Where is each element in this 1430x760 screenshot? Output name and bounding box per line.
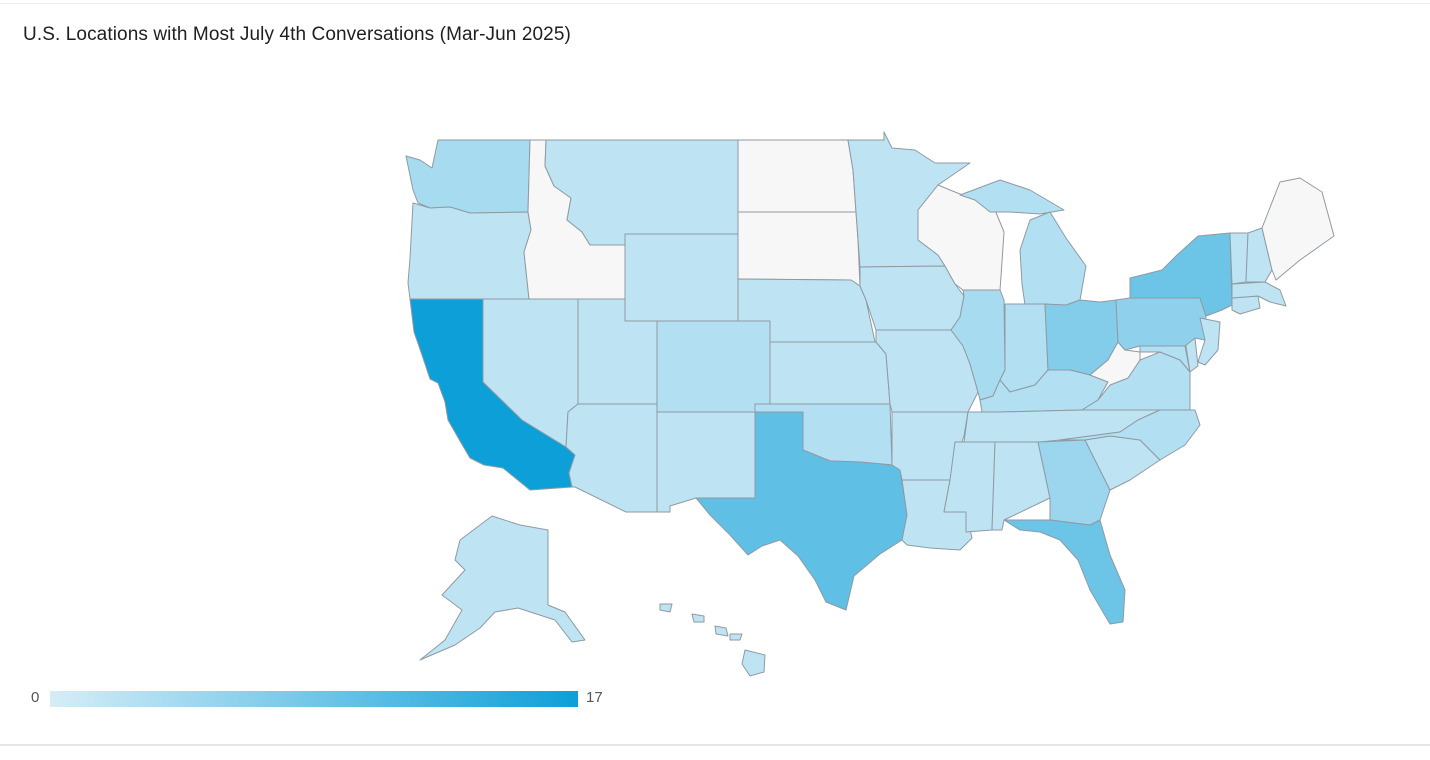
state-wv[interactable]	[1089, 341, 1141, 401]
state-co[interactable]	[656, 320, 771, 413]
state-nj[interactable]	[1197, 317, 1221, 366]
state-ks[interactable]	[769, 341, 891, 405]
state-fl[interactable]	[1003, 519, 1126, 625]
state-ia[interactable]	[859, 265, 965, 331]
state-nh[interactable]	[1245, 227, 1273, 283]
chart-title: U.S. Locations with Most July 4th Conver…	[23, 24, 571, 45]
state-nd[interactable]	[737, 139, 857, 213]
state-tx[interactable]	[695, 411, 908, 611]
legend-color-bar	[50, 691, 578, 707]
state-il[interactable]	[950, 289, 1006, 401]
legend-min-label: 0	[31, 689, 40, 706]
state-ak[interactable]	[419, 515, 586, 661]
state-mi[interactable]	[959, 179, 1087, 306]
state-nm[interactable]	[656, 403, 756, 513]
state-wa[interactable]	[405, 139, 531, 214]
state-wi[interactable]	[917, 184, 1005, 291]
state-me[interactable]	[1261, 177, 1335, 281]
state-ma[interactable]	[1231, 281, 1287, 307]
state-ct[interactable]	[1231, 295, 1261, 315]
state-hi[interactable]	[659, 603, 766, 677]
legend-max-label: 17	[586, 689, 603, 706]
state-sd[interactable]	[737, 211, 861, 287]
state-wy[interactable]	[624, 233, 739, 322]
state-or[interactable]	[407, 202, 532, 300]
state-vt[interactable]	[1229, 232, 1249, 285]
state-az[interactable]	[565, 403, 658, 513]
state-nc[interactable]	[1059, 409, 1201, 461]
